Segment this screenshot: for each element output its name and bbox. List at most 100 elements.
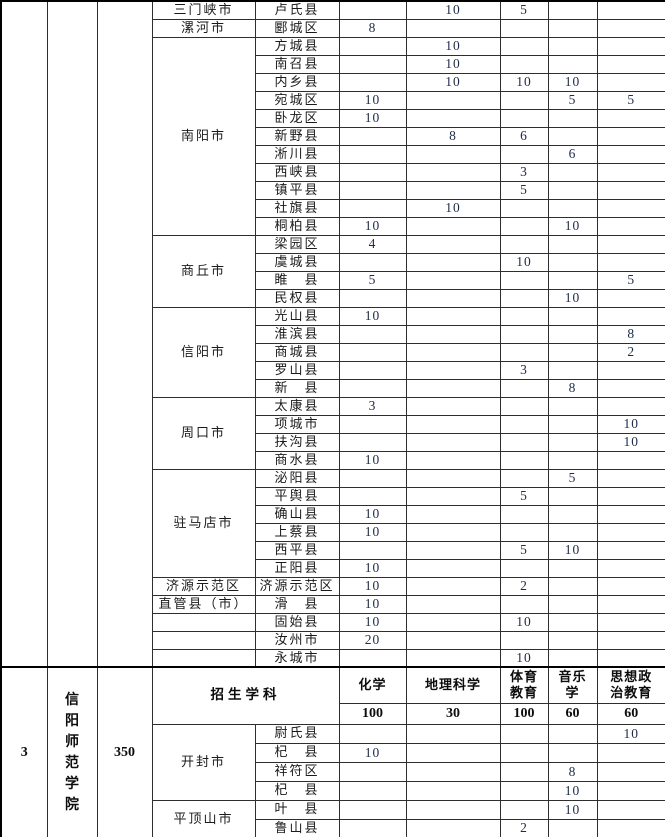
value-cell: 5 [547,90,598,110]
value-cell [338,486,407,506]
value-cell: 5 [547,468,598,488]
value-cell: 2 [499,818,549,837]
table-row: 确山县 10 [1,504,665,524]
subject-quota-cell: 60 [596,702,665,725]
value-cell: 10 [547,540,598,560]
value-cell [338,723,407,744]
value-cell [499,234,549,254]
county-cell: 新 县 [254,378,340,398]
table-row: 社旗县 10 [1,198,665,218]
value-cell [499,450,549,470]
value-cell: 10 [338,306,407,326]
subject-name-cell: 地理科学 [405,666,501,704]
county-cell: 梁园区 [254,234,340,254]
value-cell [596,360,665,380]
value-cell [338,378,407,398]
value-cell [338,162,407,182]
subject-quota-cell: 100 [338,702,407,725]
value-cell: 10 [596,414,665,434]
value-cell [596,180,665,200]
value-cell [499,36,549,56]
county-cell: 泌阳县 [254,468,340,488]
value-cell [405,468,501,488]
value-cell [405,540,501,560]
value-cell [547,558,598,578]
value-cell [596,761,665,782]
county-cell: 卧龙区 [254,108,340,128]
value-cell: 10 [596,432,665,452]
value-cell [405,360,501,380]
county-cell: 汝州市 [254,630,340,650]
value-cell [596,540,665,560]
county-cell: 固始县 [254,612,340,632]
value-cell [547,306,598,326]
county-cell: 商水县 [254,450,340,470]
subject-quota-row: 100 30 100 60 60 [1,702,665,725]
county-cell: 卢氏县 [254,0,340,20]
value-cell: 10 [338,522,407,542]
value-cell [499,414,549,434]
value-cell [596,198,665,218]
county-cell: 鲁山县 [254,818,340,837]
value-cell [405,780,501,801]
value-cell [405,630,501,650]
value-cell: 5 [499,0,549,20]
value-cell: 10 [405,0,501,20]
value-cell [547,18,598,38]
value-cell [405,144,501,164]
county-cell: 杞 县 [254,742,340,763]
county-cell: 民权县 [254,288,340,308]
left-index-empty-cell [0,0,48,668]
value-cell [547,126,598,146]
city-cell: 三门峡市 [151,0,256,20]
value-cell [405,324,501,344]
value-cell [596,799,665,820]
subject-name-cell: 思想政 治教育 [596,666,665,704]
total-quota-cell: 350 [96,666,153,837]
value-cell: 10 [338,450,407,470]
value-cell [596,396,665,416]
value-cell [547,162,598,182]
value-cell: 8 [547,378,598,398]
city-cell: 周口市 [151,396,256,470]
value-cell: 8 [405,126,501,146]
value-cell [547,486,598,506]
value-cell [499,432,549,452]
value-cell [338,761,407,782]
subject-name-cell: 音乐 学 [547,666,598,704]
value-cell [596,522,665,542]
value-cell [499,306,549,326]
county-cell: 尉氏县 [254,723,340,744]
value-cell [405,342,501,362]
value-cell [405,234,501,254]
value-cell: 2 [499,576,549,596]
value-cell [405,761,501,782]
value-cell [499,144,549,164]
subjects-label-cell: 招生学科 [151,666,340,725]
value-cell [338,180,407,200]
value-cell: 6 [499,126,549,146]
value-cell: 8 [547,761,598,782]
county-cell: 桐柏县 [254,216,340,236]
city-cell: 开封市 [151,723,256,801]
value-cell [405,612,501,632]
left-total-empty-cell [96,0,153,668]
value-cell: 10 [547,216,598,236]
value-cell [499,799,549,820]
table-row: 西平县 5 10 [1,540,665,560]
value-cell: 3 [338,396,407,416]
table-row: 永城市 10 [1,648,665,668]
value-cell [405,723,501,744]
city-cell: 信阳市 [151,306,256,398]
value-cell [547,0,598,20]
row-index-cell: 3 [0,666,48,837]
value-cell [499,522,549,542]
value-cell: 10 [405,72,501,92]
value-cell: 8 [338,18,407,38]
value-cell: 2 [596,342,665,362]
value-cell [547,180,598,200]
value-cell [499,288,549,308]
county-cell: 新野县 [254,126,340,146]
